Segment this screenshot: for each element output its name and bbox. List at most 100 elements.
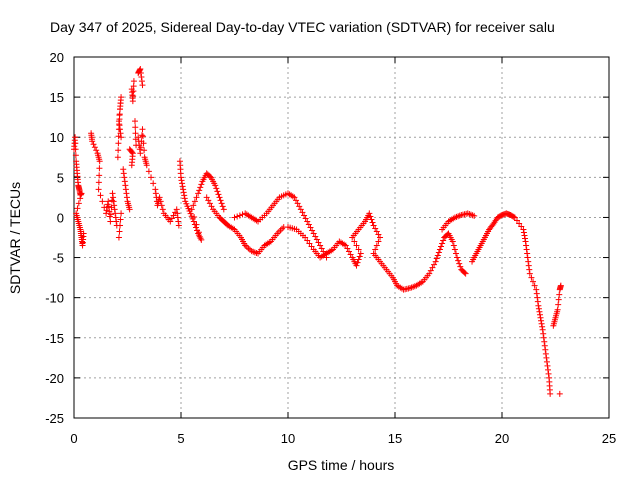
data-point <box>205 197 212 204</box>
data-point <box>530 278 537 285</box>
data-point <box>116 122 123 129</box>
data-point <box>175 222 182 229</box>
data-point <box>354 259 361 266</box>
data-points <box>71 66 564 397</box>
data-point <box>75 200 82 207</box>
data-point <box>140 140 147 147</box>
data-point <box>203 194 210 201</box>
data-point <box>355 246 362 253</box>
data-point <box>96 165 103 172</box>
x-tick-label: 25 <box>602 431 616 446</box>
data-point <box>72 152 79 159</box>
data-point <box>110 198 117 205</box>
data-point <box>115 118 122 125</box>
data-point <box>114 154 121 161</box>
data-point <box>178 177 185 184</box>
data-point <box>455 257 462 264</box>
y-tick-label: 15 <box>50 90 64 105</box>
data-point <box>518 223 525 230</box>
data-point <box>440 237 447 244</box>
y-axis-label: SDTVAR / TECUs <box>7 182 23 294</box>
data-point <box>89 138 96 145</box>
data-point <box>107 211 114 218</box>
data-point <box>450 242 457 249</box>
y-tick-label: -5 <box>52 251 64 266</box>
data-point <box>542 346 549 353</box>
data-point <box>115 234 122 241</box>
data-point <box>216 194 223 201</box>
data-point <box>525 258 532 265</box>
data-point <box>158 202 165 209</box>
data-point <box>118 134 125 141</box>
data-point <box>305 221 312 228</box>
data-point <box>97 192 104 199</box>
data-point <box>137 144 144 151</box>
data-point <box>138 74 145 81</box>
data-point <box>538 317 545 324</box>
data-point <box>123 190 130 197</box>
data-point <box>193 221 200 228</box>
data-point <box>140 133 147 140</box>
data-point <box>540 334 547 341</box>
data-point <box>489 222 496 229</box>
data-point <box>96 158 103 165</box>
data-point <box>236 212 243 219</box>
data-point <box>296 203 303 210</box>
data-point <box>95 186 102 193</box>
grid <box>74 57 609 418</box>
data-point <box>526 270 533 277</box>
data-point <box>523 246 530 253</box>
data-point <box>315 239 322 246</box>
data-point <box>123 194 130 201</box>
data-point <box>120 170 127 177</box>
data-point <box>522 235 529 242</box>
data-point <box>178 174 184 181</box>
data-point <box>206 173 213 180</box>
data-point <box>452 250 459 257</box>
data-point <box>449 238 456 245</box>
chart-title: Day 347 of 2025, Sidereal Day-to-day VTE… <box>50 19 555 35</box>
data-point <box>516 220 523 227</box>
data-point <box>208 203 215 210</box>
y-tick-label: 0 <box>57 210 64 225</box>
data-point <box>118 210 125 217</box>
data-point <box>131 118 138 125</box>
data-point <box>555 301 562 308</box>
data-point <box>304 218 311 225</box>
data-point <box>117 106 124 113</box>
x-tick-label: 10 <box>281 431 295 446</box>
data-point <box>510 213 517 220</box>
data-point <box>438 243 445 250</box>
data-point <box>545 366 552 373</box>
data-point <box>120 166 127 173</box>
data-point <box>156 194 163 201</box>
data-point <box>436 246 443 253</box>
data-point <box>109 190 116 197</box>
data-point <box>434 252 441 259</box>
data-point <box>524 250 531 257</box>
axis-ticks: 0 5 10 15 20 25 -25 -20 -15 -10 -5 0 5 10 15 20 <box>45 50 616 446</box>
data-point <box>99 198 106 205</box>
data-point <box>93 147 100 154</box>
data-point <box>520 226 527 233</box>
data-point <box>439 240 446 247</box>
data-point <box>293 197 300 204</box>
data-point <box>312 233 319 240</box>
data-point <box>536 311 543 318</box>
data-point <box>159 206 166 213</box>
data-point <box>174 214 181 221</box>
data-point <box>105 203 112 210</box>
data-point <box>533 286 540 293</box>
data-point <box>367 213 374 220</box>
data-point <box>299 209 306 216</box>
data-point <box>126 146 133 153</box>
data-point <box>297 206 304 213</box>
data-point <box>454 254 461 261</box>
data-point <box>304 237 311 244</box>
data-point <box>294 200 301 207</box>
data-point <box>370 222 377 229</box>
data-point <box>137 70 144 77</box>
data-point <box>373 228 380 235</box>
data-point <box>545 370 552 377</box>
data-point <box>219 203 226 210</box>
